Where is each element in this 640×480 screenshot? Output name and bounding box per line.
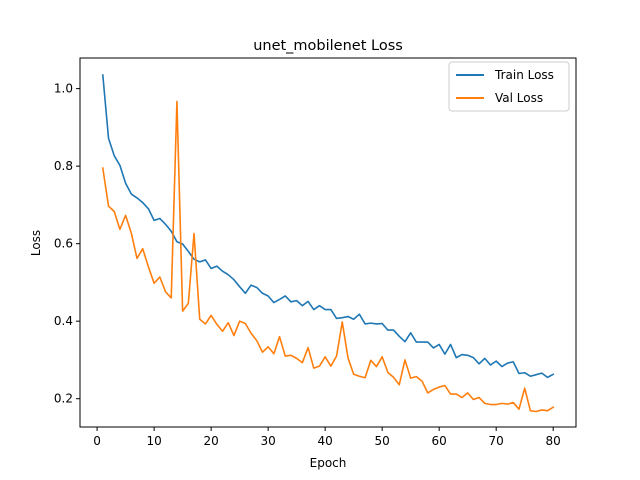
legend: Train Loss Val Loss xyxy=(448,61,570,112)
chart-title: unet_mobilenet Loss xyxy=(253,38,403,54)
legend-val-label: Val Loss xyxy=(495,91,543,105)
x-tick-label: 40 xyxy=(318,434,333,448)
x-tick-label: 70 xyxy=(489,434,504,448)
x-tick-label: 30 xyxy=(260,434,275,448)
train-loss-line xyxy=(101,74,555,379)
x-tick-label: 20 xyxy=(203,434,218,448)
y-tick-label: 0.2 xyxy=(54,392,73,406)
plot-area: 0 10 20 30 40 50 60 70 80 0.2 0.4 0.6 0.8 1.0 xyxy=(54,74,561,448)
y-tick-label: 0.4 xyxy=(54,314,73,328)
y-tick-label: 0.8 xyxy=(54,159,73,173)
axes-frame xyxy=(79,57,577,428)
x-axis-label: Epoch xyxy=(310,456,347,470)
x-tick-label: 80 xyxy=(546,434,561,448)
x-tick-label: 10 xyxy=(146,434,161,448)
y-axis-label: Loss xyxy=(29,230,43,256)
val-loss-line xyxy=(101,100,555,413)
x-tick-label: 0 xyxy=(93,434,101,448)
legend-train-label: Train Loss xyxy=(494,68,554,82)
x-tick-label: 60 xyxy=(432,434,447,448)
y-tick-label: 1.0 xyxy=(54,82,73,96)
y-tick-label: 0.6 xyxy=(54,237,73,251)
x-tick-label: 50 xyxy=(375,434,390,448)
